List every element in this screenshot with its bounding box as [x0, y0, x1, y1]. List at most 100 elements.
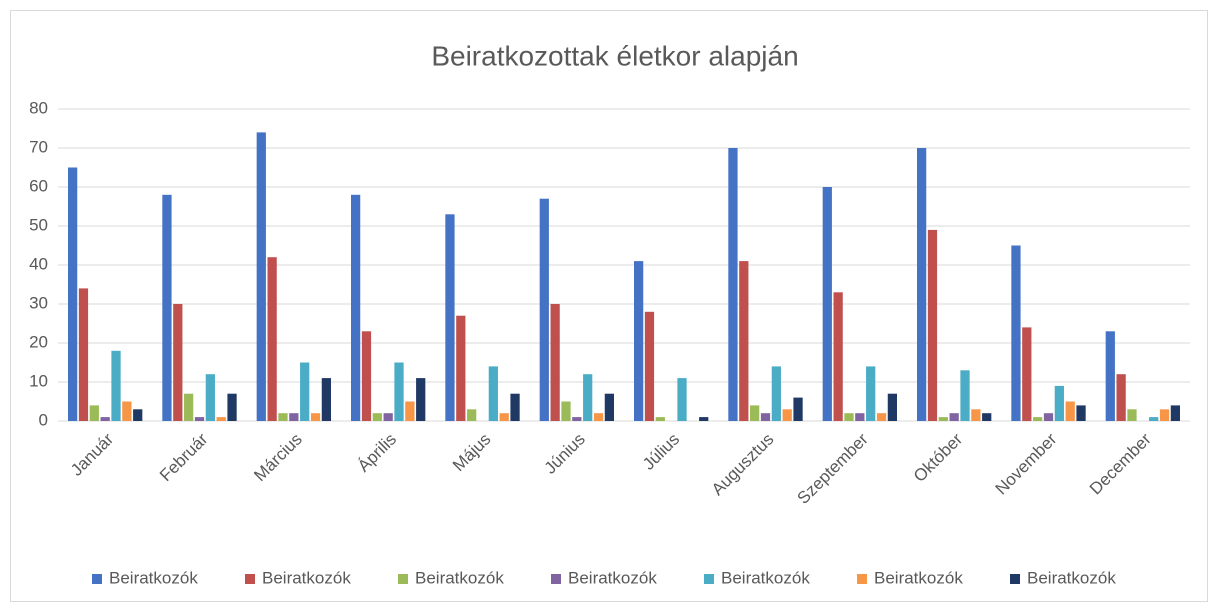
bar	[499, 413, 509, 421]
bar	[67, 167, 78, 421]
bar	[372, 413, 382, 421]
y-tick-label: 40	[29, 254, 48, 273]
bar	[1127, 409, 1137, 421]
bar	[321, 378, 332, 421]
bar	[1033, 417, 1043, 421]
bar	[739, 261, 749, 421]
bar	[289, 413, 299, 421]
bar	[111, 350, 121, 421]
bar	[194, 417, 205, 421]
y-tick-label: 80	[29, 98, 48, 117]
legend-label: Beiratkozók	[415, 568, 504, 587]
bar	[227, 393, 237, 421]
legend-swatch	[704, 574, 714, 584]
bar	[550, 304, 560, 421]
bar	[383, 413, 393, 421]
chart-frame	[10, 10, 1208, 602]
bar	[844, 413, 854, 421]
legend-swatch	[92, 574, 102, 584]
bar	[750, 405, 760, 421]
bar	[173, 304, 183, 421]
bar	[278, 413, 288, 421]
legend-swatch	[551, 574, 561, 584]
bar	[89, 405, 99, 421]
bar	[583, 374, 593, 421]
bar	[1054, 385, 1064, 421]
bar	[604, 393, 615, 421]
y-tick-label: 70	[29, 137, 48, 156]
bar	[1022, 327, 1032, 421]
bar	[822, 187, 832, 421]
bar	[445, 214, 455, 421]
bar	[771, 366, 781, 421]
bar	[78, 288, 89, 421]
bar	[256, 132, 266, 421]
bar	[572, 417, 582, 421]
bar	[122, 401, 132, 421]
bar	[300, 362, 310, 421]
bar	[833, 292, 843, 421]
legend-swatch	[857, 574, 867, 584]
bar	[1076, 405, 1086, 421]
bar	[855, 413, 865, 421]
legend-label: Beiratkozók	[262, 568, 351, 587]
legend-swatch	[245, 574, 255, 584]
bar	[949, 413, 959, 421]
bar	[350, 194, 361, 421]
legend-label: Beiratkozók	[1027, 568, 1116, 587]
bar	[510, 393, 520, 421]
bar	[728, 148, 738, 421]
bar	[162, 194, 172, 421]
bar	[1043, 413, 1054, 421]
bar	[539, 198, 549, 421]
y-tick-label: 30	[29, 293, 48, 312]
bar	[644, 311, 655, 421]
bar	[699, 417, 709, 421]
legend-swatch	[398, 574, 408, 584]
bar	[1065, 401, 1075, 421]
legend-swatch	[1010, 574, 1020, 584]
bar	[655, 417, 665, 421]
bar	[205, 374, 215, 421]
bar	[876, 413, 887, 421]
bar	[938, 417, 948, 421]
legend-label: Beiratkozók	[721, 568, 810, 587]
bar	[887, 393, 898, 421]
bar	[561, 401, 571, 421]
bar	[216, 417, 226, 421]
y-tick-label: 50	[29, 215, 48, 234]
bar	[593, 413, 604, 421]
bar	[793, 397, 803, 421]
bar	[982, 413, 992, 421]
bar	[960, 370, 970, 421]
bar	[184, 393, 194, 421]
bar	[633, 261, 644, 421]
legend-label: Beiratkozók	[568, 568, 657, 587]
bar	[782, 409, 792, 421]
bar	[866, 366, 876, 421]
bar	[488, 366, 498, 421]
bar	[1116, 374, 1126, 421]
bar	[133, 409, 143, 421]
bar	[1011, 245, 1021, 421]
y-tick-label: 20	[29, 332, 48, 351]
bar	[1105, 331, 1115, 421]
bar	[361, 331, 372, 421]
y-tick-label: 10	[29, 371, 48, 390]
bar	[916, 148, 927, 421]
bar	[677, 378, 687, 421]
bar	[416, 378, 426, 421]
chart-title: Beiratkozottak életkor alapján	[431, 40, 798, 71]
bar	[405, 401, 415, 421]
bar	[1159, 409, 1170, 421]
bar	[456, 315, 466, 421]
legend-label: Beiratkozók	[109, 568, 198, 587]
bar	[1149, 417, 1159, 421]
bar	[394, 362, 404, 421]
bar	[267, 257, 277, 421]
legend-label: Beiratkozók	[874, 568, 963, 587]
bar	[927, 229, 938, 421]
bar	[310, 413, 321, 421]
bar	[100, 417, 110, 421]
